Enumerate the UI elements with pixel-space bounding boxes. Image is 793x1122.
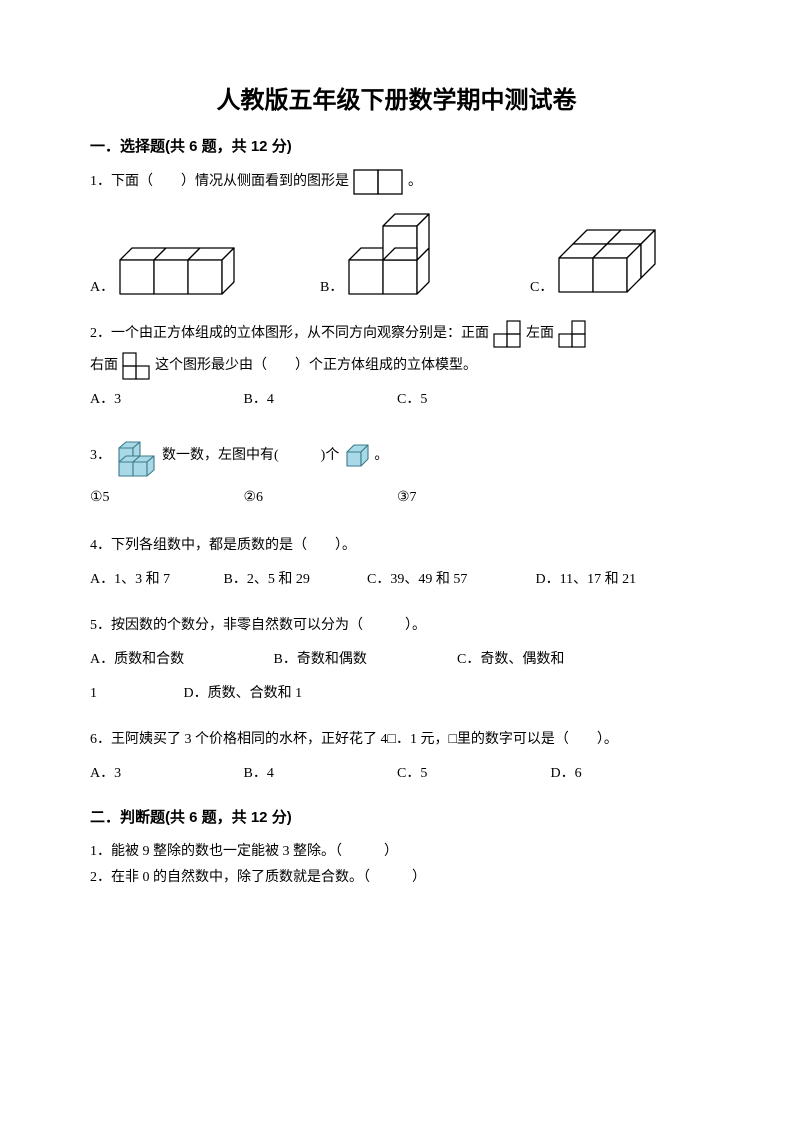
- q5-optC2: 1: [90, 680, 180, 708]
- q1-text-b: 。: [408, 174, 422, 189]
- q2-line1: 2．一个由正方体组成的立体图形，从不同方向观察分别是：正面 左面: [90, 320, 703, 348]
- s2-q2: 2．在非 0 的自然数中，除了质数就是合数。（ ）: [90, 865, 703, 890]
- page-title: 人教版五年级下册数学期中测试卷: [90, 80, 703, 115]
- q5-optB: B．奇数和偶数: [274, 646, 454, 674]
- q2-optC: C．5: [397, 386, 427, 414]
- cubes-row3-icon: [118, 238, 238, 296]
- q5-stem: 5．按因数的个数分，非零自然数可以分为（ ）。: [90, 612, 703, 640]
- q3-options: ①5 ②6 ③7: [90, 484, 703, 512]
- q6-stem: 6．王阿姨买了 3 个价格相同的水杯，正好花了 4□．1 元，□里的数字可以是（…: [90, 726, 703, 754]
- two-square-icon: [353, 169, 405, 195]
- q4-optB: B．2、5 和 29: [224, 566, 364, 594]
- q2-text-2a: 右面: [90, 358, 118, 373]
- q2-text-1b: 左面: [526, 326, 554, 341]
- q2-options: A．3 B．4 C．5: [90, 386, 703, 414]
- q3-opt1: ①5: [90, 484, 240, 512]
- q1-text-a: 1．下面（ ）情况从侧面看到的图形是: [90, 174, 349, 189]
- q5-optA: A．质数和合数: [90, 646, 270, 674]
- q2-text-1a: 2．一个由正方体组成的立体图形，从不同方向观察分别是：正面: [90, 326, 489, 341]
- q5-options: A．质数和合数 B．奇数和偶数 C．奇数、偶数和: [90, 646, 703, 674]
- q6-optA: A．3: [90, 760, 240, 788]
- q3-stem: 3． 数一数，左图中有( )个 。: [90, 434, 703, 478]
- right-view-icon: [122, 352, 152, 380]
- s2-q1: 1．能被 9 整除的数也一定能被 3 整除。（ ）: [90, 839, 703, 864]
- section2-heading: 二．判断题(共 6 题，共 12 分): [90, 806, 703, 827]
- q5-optC1: C．奇数、偶数和: [457, 646, 564, 674]
- q3-opt3: ③7: [397, 484, 417, 512]
- q1-optC-label: C．: [530, 276, 553, 296]
- cubes-L-icon: [347, 210, 447, 296]
- q5-optD: D．质数、合数和 1: [184, 680, 303, 708]
- q6-optD: D．6: [551, 760, 582, 788]
- q4-optC: C．39、49 和 57: [367, 566, 532, 594]
- q1-options-row: A． B．: [90, 210, 703, 296]
- q4-optD: D．11、17 和 21: [536, 566, 637, 594]
- q2-line2: 右面 这个图形最少由（ ）个正方体组成的立体模型。: [90, 352, 703, 380]
- q3-text-a: 3．: [90, 449, 111, 464]
- q4-optA: A．1、3 和 7: [90, 566, 220, 594]
- q2-optB: B．4: [244, 386, 394, 414]
- q6-optC: C．5: [397, 760, 547, 788]
- q1-stem: 1．下面（ ）情况从侧面看到的图形是 。: [90, 168, 703, 196]
- q1-optA-label: A．: [90, 276, 114, 296]
- front-view-icon: [493, 320, 523, 348]
- q3-text-c: 。: [374, 449, 388, 464]
- q1-optB-label: B．: [320, 276, 343, 296]
- q3-text-b: 数一数，左图中有( )个: [162, 449, 339, 464]
- q2-text-2b: 这个图形最少由（ ）个正方体组成的立体模型。: [155, 358, 477, 373]
- section1-heading: 一．选择题(共 6 题，共 12 分): [90, 135, 703, 156]
- q5-options-line2: 1 D．质数、合数和 1: [90, 680, 703, 708]
- q2-optA: A．3: [90, 386, 240, 414]
- q3-opt2: ②6: [244, 484, 394, 512]
- q6-options: A．3 B．4 C．5 D．6: [90, 760, 703, 788]
- cubes-2x2-icon: [557, 226, 665, 296]
- q4-options: A．1、3 和 7 B．2、5 和 29 C．39、49 和 57 D．11、1…: [90, 566, 703, 594]
- cube-stack-icon: [115, 434, 159, 478]
- q4-stem: 4．下列各组数中，都是质数的是（ ）。: [90, 532, 703, 560]
- single-cube-icon: [343, 442, 371, 470]
- page: 人教版五年级下册数学期中测试卷 一．选择题(共 6 题，共 12 分) 1．下面…: [0, 0, 793, 930]
- left-view-icon: [558, 320, 588, 348]
- q6-optB: B．4: [244, 760, 394, 788]
